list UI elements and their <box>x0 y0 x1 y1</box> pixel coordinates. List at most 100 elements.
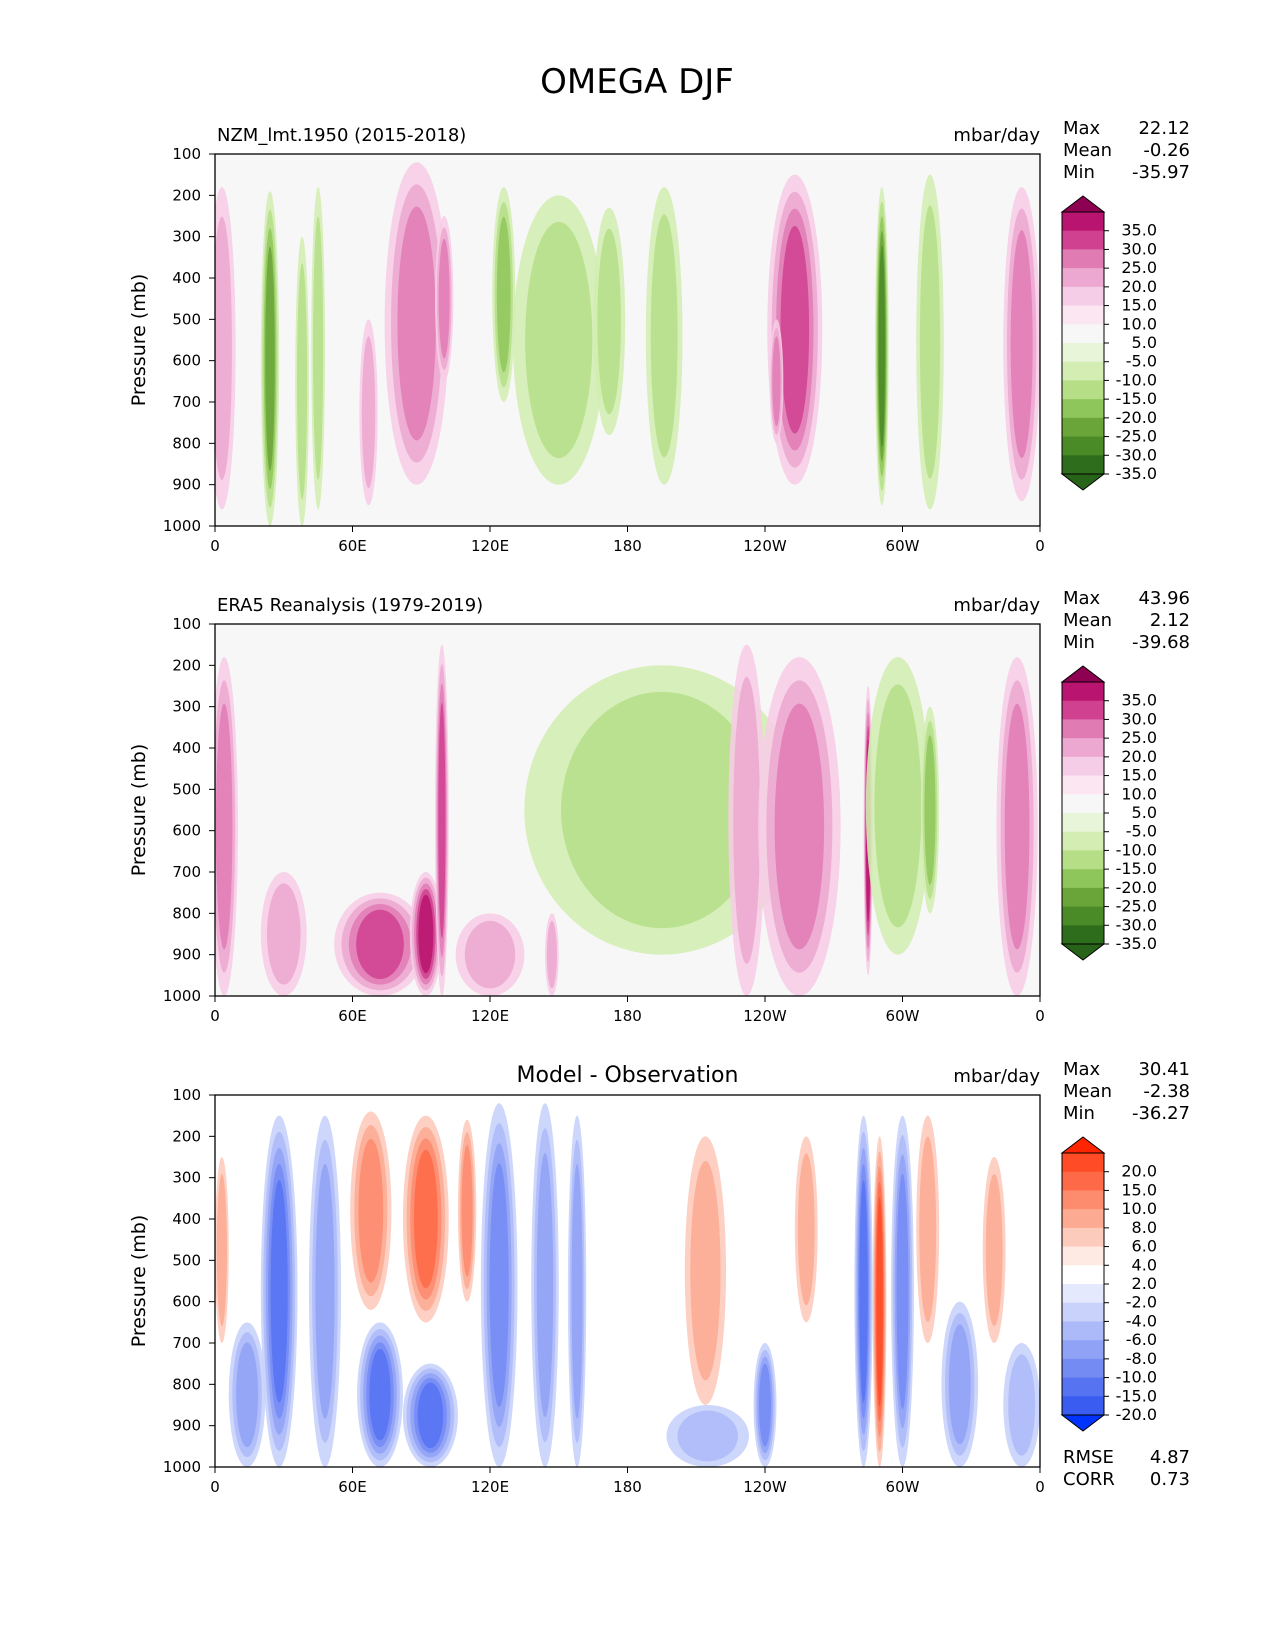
x-tick-label-difference-1: 60E <box>338 1478 367 1496</box>
contour-level-test-14-1 <box>919 205 941 479</box>
contour-feature-reference-6 <box>545 913 559 996</box>
contour-feature-difference-2 <box>228 1322 266 1467</box>
colorbar-top-extend-difference <box>1060 1136 1106 1154</box>
colorbar-band-test-4 <box>1062 268 1104 288</box>
stat-label-difference-min: Min <box>1063 1103 1095 1124</box>
colorbar-band-difference-11 <box>1062 1340 1104 1360</box>
x-tick-label-test-5: 60W <box>886 537 920 555</box>
colorbar-label-reference-5: 10.0 <box>1121 784 1157 803</box>
colorbar-label-difference-12: -15.0 <box>1116 1386 1157 1405</box>
plot-area-test <box>215 154 1040 526</box>
contour-feature-difference-18 <box>891 1115 914 1467</box>
colorbar-label-reference-11: -25.0 <box>1116 897 1157 916</box>
stat-value-reference-mean: 2.12 <box>1150 610 1190 631</box>
panel-difference: 0 60E 120E 180 120W 60W 0 100 200 300 400 500 600 700… <box>128 1059 1190 1496</box>
y-tick-label-reference-2: 300 <box>172 698 201 716</box>
contour-feature-test-7 <box>492 187 516 402</box>
contour-level-test-13-4 <box>878 245 886 447</box>
colorbar-top-extend-test <box>1060 195 1106 213</box>
y-tick-label-reference-4: 500 <box>172 780 201 798</box>
colorbar-band-reference-10 <box>1062 850 1104 870</box>
y-tick-label-test-6: 700 <box>172 393 201 411</box>
colorbar-band-test-3 <box>1062 249 1104 269</box>
colorbar-label-reference-0: 35.0 <box>1121 691 1157 710</box>
colorbar-label-test-8: -10.0 <box>1116 370 1157 389</box>
contour-level-test-5-2 <box>397 206 436 441</box>
stat-value-test-min: -35.97 <box>1132 162 1190 183</box>
colorbar-band-test-7 <box>1062 324 1104 344</box>
contour-feature-difference-7 <box>402 1363 458 1467</box>
x-tick-label-reference-6: 0 <box>1035 1007 1045 1025</box>
y-tick-label-difference-0: 100 <box>172 1086 201 1104</box>
x-tick-label-test-3: 180 <box>613 537 642 555</box>
colorbar-band-reference-12 <box>1062 887 1104 907</box>
colorbar-label-test-1: 30.0 <box>1121 239 1157 258</box>
colorbar-band-difference-7 <box>1062 1265 1104 1285</box>
stat-value-difference-mean: -2.38 <box>1143 1081 1190 1102</box>
contour-feature-difference-19 <box>916 1115 940 1344</box>
colorbar-label-difference-7: -2.0 <box>1126 1293 1157 1312</box>
colorbar-band-test-12 <box>1062 417 1104 437</box>
contour-level-difference-6-3 <box>413 1149 438 1289</box>
stat-value-difference-rmse: 4.87 <box>1150 1447 1190 1468</box>
y-tick-label-reference-0: 100 <box>172 615 201 633</box>
x-tick-label-test-2: 120E <box>471 537 509 555</box>
colorbar-label-difference-3: 8.0 <box>1132 1218 1157 1237</box>
contour-level-difference-13-1 <box>677 1410 738 1462</box>
colorbar-label-reference-9: -15.0 <box>1116 859 1157 878</box>
stat-value-reference-max: 43.96 <box>1138 588 1190 609</box>
contour-level-test-10-1 <box>650 214 678 458</box>
x-tick-label-test-1: 60E <box>338 537 367 555</box>
colorbar-band-difference-13 <box>1062 1377 1104 1397</box>
contour-feature-test-10 <box>645 187 683 485</box>
colorbar-band-difference-1 <box>1062 1153 1104 1173</box>
contour-feature-test-15 <box>1003 187 1040 502</box>
contour-feature-test-13 <box>875 187 889 506</box>
y-tick-label-reference-8: 900 <box>172 946 201 964</box>
y-tick-label-difference-5: 600 <box>172 1293 201 1311</box>
contour-level-reference-6-1 <box>546 920 557 989</box>
colorbar-label-test-4: 15.0 <box>1121 296 1157 315</box>
colorbar-top-extend-reference <box>1060 665 1106 683</box>
stat-label-test-max: Max <box>1063 118 1101 139</box>
y-tick-label-difference-2: 300 <box>172 1169 201 1187</box>
colorbar-label-reference-1: 30.0 <box>1121 709 1157 728</box>
contour-feature-reference-5 <box>455 913 525 996</box>
x-tick-label-difference-6: 0 <box>1035 1478 1045 1496</box>
x-tick-label-difference-4: 120W <box>743 1478 787 1496</box>
contour-feature-difference-5 <box>357 1322 403 1467</box>
contour-level-test-7-2 <box>496 216 511 373</box>
x-tick-label-test-4: 120W <box>743 537 787 555</box>
colorbar-band-reference-14 <box>1062 925 1104 945</box>
x-tick-label-reference-2: 120E <box>471 1007 509 1025</box>
colorbar-label-reference-6: 5.0 <box>1132 803 1157 822</box>
contour-level-test-15-2 <box>1010 230 1033 459</box>
x-tick-label-test-0: 0 <box>210 537 220 555</box>
figure-title: OMEGA DJF <box>540 62 734 102</box>
colorbar-label-difference-0: 20.0 <box>1121 1162 1157 1181</box>
contour-feature-reference-9 <box>758 657 841 996</box>
contour-feature-difference-11 <box>567 1115 587 1467</box>
colorbar-band-difference-14 <box>1062 1396 1104 1416</box>
contour-feature-test-1 <box>260 191 280 526</box>
contour-level-difference-18-3 <box>896 1173 909 1410</box>
colorbar-band-reference-5 <box>1062 756 1104 776</box>
contour-feature-difference-10 <box>531 1103 559 1467</box>
contour-feature-test-4 <box>359 319 378 506</box>
contour-level-difference-14-3 <box>759 1363 771 1447</box>
contour-level-test-11-3 <box>780 225 810 434</box>
y-tick-label-test-0: 100 <box>172 145 201 163</box>
y-tick-label-difference-1: 200 <box>172 1127 201 1145</box>
colorbar-label-reference-2: 25.0 <box>1121 728 1157 747</box>
stat-label-difference-max: Max <box>1063 1059 1101 1080</box>
contour-field-test <box>215 162 1040 526</box>
colorbar-label-difference-2: 10.0 <box>1121 1199 1157 1218</box>
contour-feature-test-11 <box>767 174 823 485</box>
y-tick-label-reference-3: 400 <box>172 739 201 757</box>
y-tick-label-difference-7: 800 <box>172 1375 201 1393</box>
contour-level-test-6-2 <box>438 238 450 359</box>
y-tick-label-difference-9: 1000 <box>163 1458 201 1476</box>
colorbar-label-difference-8: -4.0 <box>1126 1311 1157 1330</box>
contour-feature-difference-20 <box>941 1301 979 1467</box>
contour-level-test-3-1 <box>313 216 324 480</box>
